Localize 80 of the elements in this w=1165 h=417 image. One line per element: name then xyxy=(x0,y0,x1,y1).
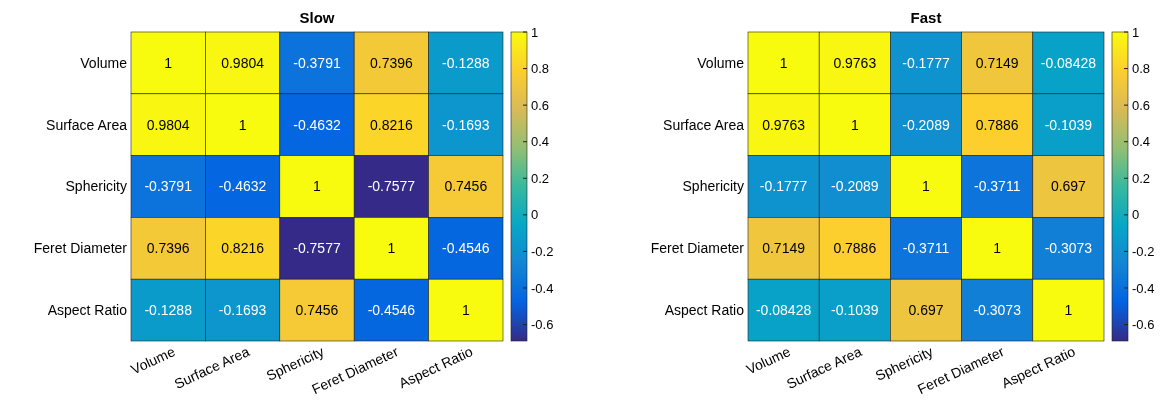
y-tick-label: Volume xyxy=(80,54,128,71)
data-label: -0.1288 xyxy=(442,54,490,71)
color-bar-label: -0.4 xyxy=(531,280,554,296)
data-label: -0.08428 xyxy=(1040,54,1097,71)
color-bar-label: 0.6 xyxy=(531,97,550,113)
color-bar-label: 0.4 xyxy=(1132,134,1151,150)
data-label: -0.4546 xyxy=(442,240,490,257)
data-label: 1 xyxy=(779,54,788,71)
data-label: 0.7886 xyxy=(833,240,877,257)
y-tick-label: Feret Diameter xyxy=(650,240,745,257)
data-label: -0.3711 xyxy=(902,240,950,257)
data-label: 1 xyxy=(164,54,173,71)
y-tick-label: Feret Diameter xyxy=(33,240,128,257)
color-bar-label: -0.6 xyxy=(1132,317,1155,333)
data-label: 0.9804 xyxy=(221,54,265,71)
data-label: -0.1288 xyxy=(144,302,193,318)
data-label: 0.697 xyxy=(908,302,944,318)
color-bar-label: -0.4 xyxy=(1132,280,1155,296)
data-label: 0.9763 xyxy=(762,116,806,133)
data-label: 0.7886 xyxy=(975,116,1019,133)
data-label: -0.1693 xyxy=(442,116,490,133)
data-label: -0.1777 xyxy=(902,54,950,71)
data-label: 1 xyxy=(461,302,470,318)
data-label: 1 xyxy=(313,178,322,195)
color-bar-label: 0.4 xyxy=(531,134,550,150)
data-label: -0.2089 xyxy=(902,116,950,133)
y-tick-label: Aspect Ratio xyxy=(47,302,128,318)
color-bar-label: -0.2 xyxy=(531,243,554,259)
data-label: 0.7396 xyxy=(146,240,190,257)
color-bar-label: 0.2 xyxy=(1132,170,1151,186)
data-label: -0.1693 xyxy=(218,302,267,318)
data-label: 0.7149 xyxy=(975,54,1019,71)
data-label: -0.3073 xyxy=(973,302,1022,318)
data-label: 0.9763 xyxy=(833,54,877,71)
data-label: -0.1039 xyxy=(831,302,879,318)
data-label: 0.697 xyxy=(1050,178,1087,195)
data-label: -0.7577 xyxy=(367,178,416,195)
color-bar-label: -0.2 xyxy=(1132,243,1155,259)
data-label: -0.3711 xyxy=(973,178,1021,195)
color-bar-label: -0.6 xyxy=(531,317,554,333)
color-bar-label: 0.2 xyxy=(531,170,550,186)
data-label: 0.8216 xyxy=(221,240,265,257)
chart-title: Fast xyxy=(910,9,942,26)
data-label: 0.7456 xyxy=(295,302,339,318)
data-label: -0.3791 xyxy=(144,178,193,195)
data-label: -0.4632 xyxy=(293,116,341,133)
y-tick-label: Surface Area xyxy=(46,116,128,133)
data-label: 0.8216 xyxy=(369,116,414,133)
data-label: 0.9804 xyxy=(146,116,190,133)
data-label: 0.7396 xyxy=(369,54,414,71)
data-label: -0.3073 xyxy=(1044,240,1093,257)
data-label: 1 xyxy=(922,178,931,195)
color-bar-label: 0 xyxy=(1132,207,1140,223)
color-bar-label: 1 xyxy=(1132,24,1140,40)
data-label: -0.2089 xyxy=(831,178,879,195)
color-bar-label: 0.6 xyxy=(1132,97,1151,113)
data-label: -0.08428 xyxy=(755,302,812,318)
data-label: -0.4546 xyxy=(367,302,416,318)
y-tick-label: Volume xyxy=(697,54,745,71)
data-label: -0.4632 xyxy=(218,178,267,195)
data-label: 0.7149 xyxy=(762,240,806,257)
color-bar-label: 1 xyxy=(531,24,539,40)
data-label: 1 xyxy=(993,240,1002,257)
data-label: 0.7456 xyxy=(444,178,488,195)
data-label: 1 xyxy=(1064,302,1073,318)
data-label: -0.1777 xyxy=(759,178,808,195)
y-tick-label: Sphericity xyxy=(682,178,744,195)
data-label: -0.3791 xyxy=(293,54,341,71)
y-tick-label: Aspect Ratio xyxy=(664,302,745,318)
y-tick-label: Sphericity xyxy=(65,178,127,195)
data-label: 1 xyxy=(387,240,396,257)
data-label: -0.1039 xyxy=(1044,116,1093,133)
data-label: -0.7577 xyxy=(293,240,341,257)
color-bar-label: 0.8 xyxy=(1132,61,1151,77)
chart-title: Slow xyxy=(299,9,335,26)
y-tick-label: Surface Area xyxy=(663,116,745,133)
data-label: 1 xyxy=(238,116,247,133)
color-bar-label: 0.8 xyxy=(531,61,550,77)
color-bar-label: 0 xyxy=(531,207,539,223)
data-label: 1 xyxy=(850,116,859,133)
